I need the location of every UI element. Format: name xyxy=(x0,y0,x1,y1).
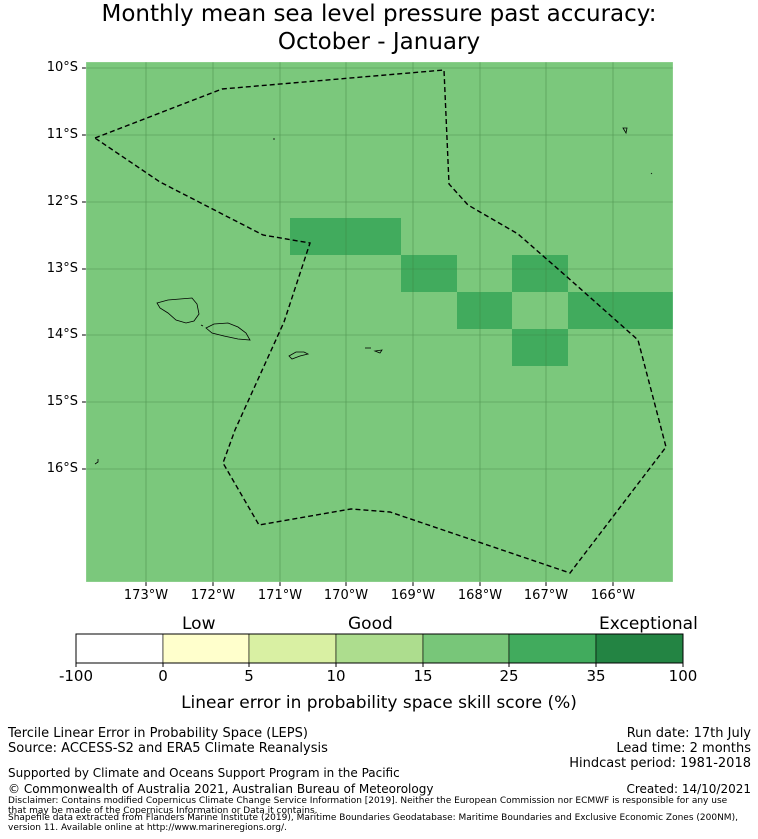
tutuila-island xyxy=(288,351,310,360)
run-date-text: Run date: 17th July xyxy=(626,726,751,741)
eez-boundary xyxy=(94,69,667,574)
skill-cell xyxy=(512,329,568,366)
colorbar-tick-label: 0 xyxy=(158,667,168,685)
legend-category-exceptional: Exceptional xyxy=(599,614,698,634)
lat-label: 12°S xyxy=(46,194,78,209)
lat-label: 14°S xyxy=(46,327,78,342)
upolu-island xyxy=(205,322,251,341)
lon-label: 167°W xyxy=(523,588,569,603)
gridlines xyxy=(86,62,673,582)
copyright-text: © Commonwealth of Australia 2021, Austra… xyxy=(8,782,434,796)
hindcast-text: Hindcast period: 1981-2018 xyxy=(569,756,751,771)
colorbar-segment xyxy=(248,633,337,664)
lat-label: 15°S xyxy=(46,394,78,409)
colorbar-segment xyxy=(595,633,684,664)
skill-cell xyxy=(290,218,401,255)
method-text: Tercile Linear Error in Probability Spac… xyxy=(8,726,308,741)
islet-sw xyxy=(94,459,99,465)
lat-label: 13°S xyxy=(46,261,78,276)
colorbar-tick-label: 100 xyxy=(668,667,698,685)
skill-cell xyxy=(512,255,568,292)
page-title: Monthly mean sea level pressure past acc… xyxy=(0,0,758,56)
title-line-2: October - January xyxy=(277,29,481,55)
map-frame xyxy=(85,61,674,583)
tau-island xyxy=(373,349,383,354)
colorbar-label: Linear error in probability space skill … xyxy=(181,693,577,713)
lead-time-text: Lead time: 2 months xyxy=(616,741,751,756)
colorbar-ticks xyxy=(75,663,684,667)
lon-label: 170°W xyxy=(323,588,369,603)
savaii-island xyxy=(156,297,200,324)
lon-label: 172°W xyxy=(190,588,236,603)
colorbar-tick-label: 25 xyxy=(499,667,519,685)
colorbar-segment xyxy=(75,633,164,664)
colorbar-segment xyxy=(335,633,424,664)
legend-category-good: Good xyxy=(348,614,393,634)
title-line-1: Monthly mean sea level pressure past acc… xyxy=(101,1,657,27)
lat-label: 10°S xyxy=(46,60,78,75)
tick-marks xyxy=(82,67,614,586)
colorbar-tick-label: 10 xyxy=(326,667,346,685)
source-text: Source: ACCESS-S2 and ERA5 Climate Reana… xyxy=(8,741,328,756)
colorbar-tick-label: -100 xyxy=(58,667,94,685)
lon-label: 171°W xyxy=(257,588,303,603)
colorbar-segment xyxy=(508,633,597,664)
colorbar xyxy=(75,633,684,664)
islet-w xyxy=(200,324,204,327)
colorbar-tick-label: 5 xyxy=(244,667,254,685)
colorbar-frame xyxy=(75,633,684,664)
disclaimer-line-2: that may be made of the Copernicus Infor… xyxy=(8,806,318,816)
support-text: Supported by Climate and Oceans Support … xyxy=(8,766,400,780)
colorbar-tick-label: 35 xyxy=(586,667,606,685)
highlighted-cells xyxy=(290,218,673,366)
lat-label: 11°S xyxy=(46,127,78,142)
lat-label: 16°S xyxy=(46,461,78,476)
skill-cell xyxy=(568,292,673,329)
disclaimer-line-1: Disclaimer: Contains modified Copernicus… xyxy=(8,796,728,806)
legend-category-low: Low xyxy=(182,614,216,634)
islet-e xyxy=(650,172,653,175)
shapefile-line-2: version 11. Available online at http://w… xyxy=(8,823,287,833)
colorbar-segment xyxy=(422,633,510,664)
created-text: Created: 14/10/2021 xyxy=(626,782,751,796)
lon-label: 166°W xyxy=(590,588,636,603)
skill-cell xyxy=(457,292,512,329)
lon-label: 168°W xyxy=(457,588,503,603)
lon-label: 169°W xyxy=(390,588,436,603)
islet-ne xyxy=(622,127,628,135)
colorbar-segment xyxy=(162,633,250,664)
islands xyxy=(94,127,653,465)
colorbar-tick-label: 15 xyxy=(413,667,433,685)
shapefile-line-1: Shapefile data extracted from Flanders M… xyxy=(8,813,738,823)
lon-label: 173°W xyxy=(123,588,169,603)
skill-cell xyxy=(401,255,457,292)
